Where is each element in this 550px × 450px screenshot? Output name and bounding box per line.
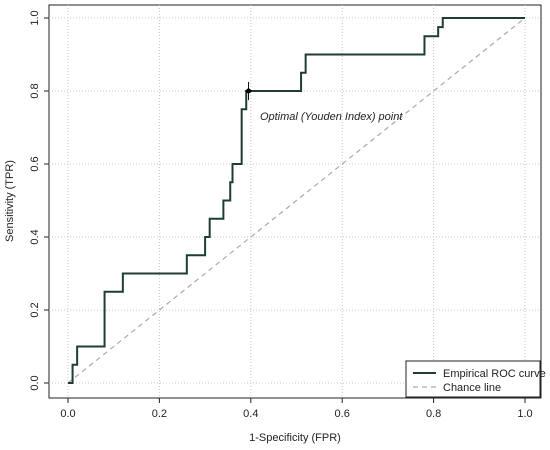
x-axis-title: 1-Specificity (FPR) [249,432,341,444]
optimal-point-dot [246,88,252,94]
roc-curve-line [68,17,525,384]
y-tick-label: 0.0 [29,375,41,390]
grid [49,5,541,398]
x-tick-label: 0.8 [426,408,441,420]
y-tick-label: 0.4 [29,229,41,244]
x-tick-label: 0.4 [243,408,258,420]
y-tick-label: 0.8 [29,83,41,98]
y-axis-title: Sensitivity (TPR) [4,160,16,242]
axes: 0.0 0.2 0.4 0.6 0.8 1.0 0.0 0.2 0.4 0.6 0.8 1.0 [29,10,533,420]
legend-label-chance: Chance line [443,382,501,394]
legend-box [405,360,541,398]
legend: Empirical ROC curve Chance line [405,360,546,398]
y-tick-label: 0.2 [29,302,41,317]
series [67,17,526,384]
x-tick-label: 1.0 [517,408,532,420]
annotation-optimal-point: Optimal (Youden Index) point [260,111,403,123]
chance-line [67,17,526,384]
x-tick-label: 0.0 [60,408,75,420]
y-tick-label: 1.0 [29,10,41,25]
x-tick-label: 0.6 [335,408,350,420]
y-tick-label: 0.6 [29,156,41,171]
legend-label-roc: Empirical ROC curve [443,368,546,380]
x-tick-label: 0.2 [152,408,167,420]
optimal-point-marker [245,81,253,101]
